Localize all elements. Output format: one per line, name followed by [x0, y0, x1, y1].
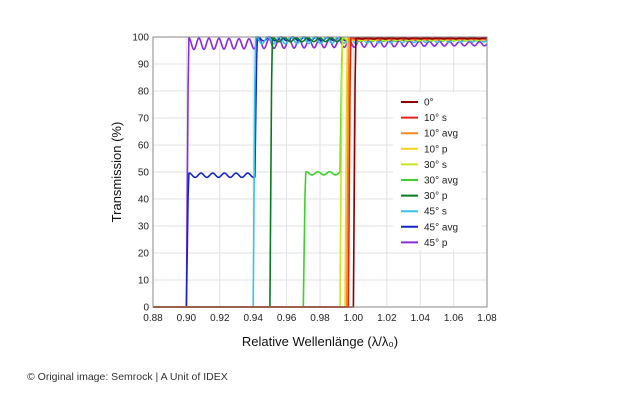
y-tick-label: 20 [138, 249, 150, 260]
legend-label: 45° avg [424, 222, 458, 233]
x-tick-label: 1.06 [444, 313, 464, 324]
y-tick-labels: 0 10 20 30 40 50 60 70 80 90 100 [132, 33, 149, 314]
image-credit: © Original image: Semrock | A Unit of ID… [27, 371, 228, 383]
y-tick-label: 80 [138, 87, 150, 98]
plot-frame [152, 36, 488, 308]
legend-label: 45° s [424, 207, 447, 218]
legend-label: 0° [424, 98, 434, 109]
y-tick-label: 30 [138, 222, 150, 233]
y-axis-title: Transmission (%) [109, 122, 124, 223]
legend-label: 30° p [424, 191, 448, 202]
legend-label: 30° s [424, 160, 447, 171]
y-tick-label: 50 [138, 168, 150, 179]
y-tick-label: 40 [138, 195, 150, 206]
legend-label: 45° p [424, 238, 448, 249]
x-tick-label: 0.88 [143, 313, 163, 324]
x-tick-label: 0.98 [310, 313, 330, 324]
y-tick-label: 70 [138, 114, 150, 125]
x-tick-label: 0.90 [177, 313, 197, 324]
legend: 0° 10° s 10° avg 10° p 30° s 30° avg 30° p 45° … [393, 92, 481, 250]
x-tick-label: 1.00 [344, 313, 364, 324]
y-tick-label: 100 [132, 33, 149, 44]
y-tick-label: 60 [138, 141, 150, 152]
y-tick-label: 10 [138, 276, 150, 287]
y-tick-label: 0 [143, 303, 149, 314]
x-tick-labels: 0.88 0.90 0.92 0.94 0.96 0.98 1.00 1.02 1.04 1.06… [143, 313, 497, 324]
x-tick-label: 1.08 [477, 313, 497, 324]
x-axis-title: Relative Wellenlänge (λ/λ₀) [242, 334, 398, 349]
x-tick-label: 0.94 [243, 313, 263, 324]
x-tick-label: 1.02 [377, 313, 397, 324]
y-tick-label: 90 [138, 60, 150, 71]
legend-label: 10° s [424, 113, 447, 124]
x-tick-label: 0.96 [277, 313, 297, 324]
x-tick-label: 1.04 [410, 313, 430, 324]
legend-label: 10° avg [424, 129, 458, 140]
legend-label: 30° avg [424, 176, 458, 187]
x-tick-label: 0.92 [210, 313, 230, 324]
legend-label: 10° p [424, 144, 448, 155]
